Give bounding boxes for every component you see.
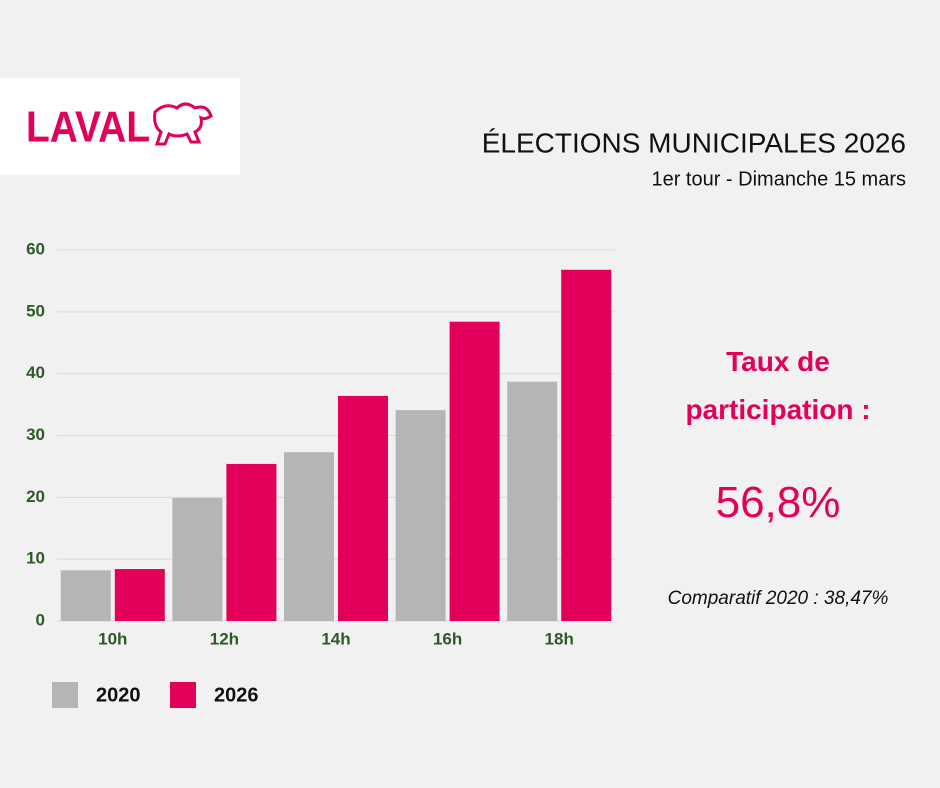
y-tick-label: 30 [26,425,45,444]
annotation: 56,8% [715,478,841,527]
x-tick-label: 16h [433,629,462,648]
y-tick-label: 60 [26,239,45,258]
bar [284,452,334,621]
y-tick-label: 20 [26,487,45,506]
chart-subtitle: 1er tour - Dimanche 15 mars [651,168,906,190]
bar [226,463,277,621]
logo: LAVAL [26,103,150,152]
logo-lion [153,102,213,146]
y-tick-label: 40 [26,363,45,382]
bar [60,570,111,621]
x-tick-label: 18h [545,629,574,648]
bar [114,569,165,621]
y-tick-label: 0 [36,610,45,629]
legend-swatch [52,682,78,708]
chart-title: ÉLECTIONS MUNICIPALES 2026 [482,127,906,158]
x-tick-label: 12h [210,629,239,648]
bar [507,381,558,621]
bar [449,321,500,621]
x-tick-label: 10h [98,629,127,648]
legend-swatch [170,682,196,708]
annotation: Taux de participation : [685,346,871,425]
annotation: Comparatif 2020 : 38,47% [667,588,889,609]
bar [561,269,612,621]
legend-label: 2020 [96,684,141,706]
bar [338,395,388,621]
bar [395,410,446,621]
legend-label: 2026 [214,684,259,706]
bar [172,497,223,621]
x-tick-label: 14h [321,629,350,648]
y-tick-label: 10 [26,549,45,568]
y-tick-label: 50 [26,301,45,320]
